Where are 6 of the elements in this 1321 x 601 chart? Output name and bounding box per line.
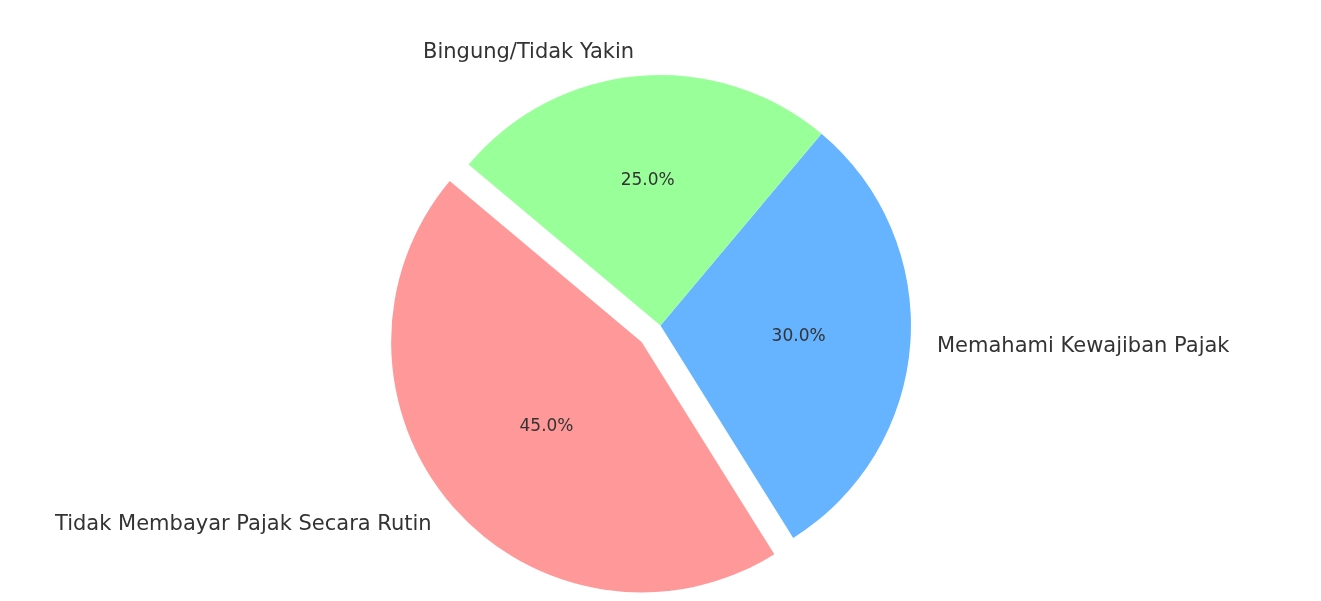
data-label: 30.0% [771, 325, 826, 346]
data-label: 25.0% [620, 169, 675, 190]
slice-label: Tidak Membayar Pajak Secara Rutin [54, 511, 432, 535]
data-label: 45.0% [519, 414, 574, 435]
slice-label: Memahami Kewajiban Pajak [937, 333, 1231, 357]
slice-label: Bingung/Tidak Yakin [423, 39, 635, 63]
